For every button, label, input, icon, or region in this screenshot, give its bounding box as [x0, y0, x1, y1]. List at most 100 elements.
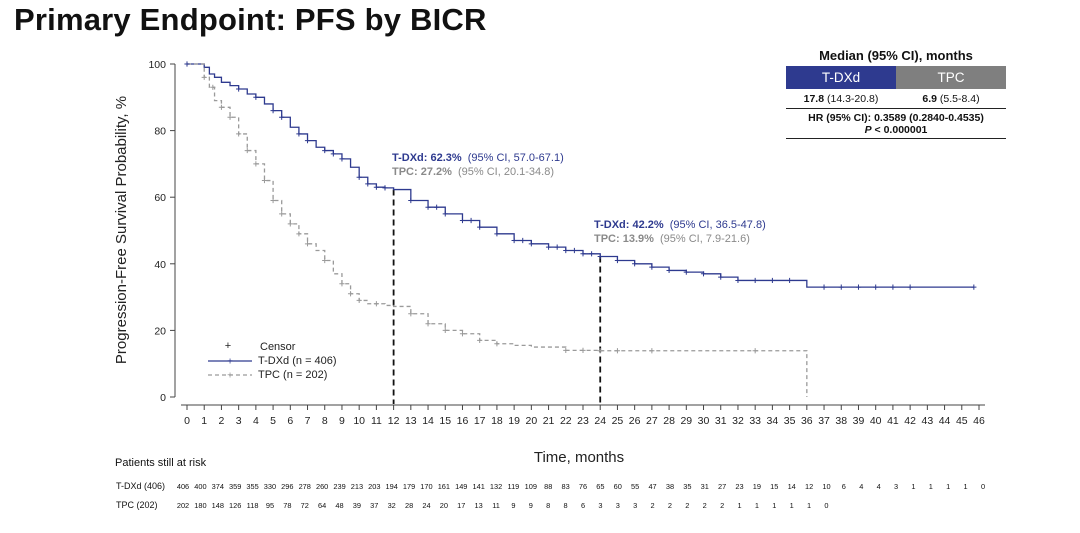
censor-mark-tpc [494, 341, 500, 347]
annotation-24m-tpc: TPC: 13.9% (95% CI, 7.9-21.6) [594, 233, 750, 245]
median-tpc-ci: (5.5-8.4) [939, 93, 980, 105]
censor-mark-tpc [296, 231, 302, 237]
x-tick-label: 42 [904, 415, 916, 427]
legend: + Censor + T-DXd (n = 406) + TPC (n = 20… [208, 340, 337, 382]
censor-mark-tdxd [236, 86, 242, 92]
censor-mark-tpc [408, 311, 414, 317]
hazard-ratio: HR (95% CI): 0.3589 (0.2840-0.4535) P < … [786, 109, 1006, 139]
x-tick-label: 44 [939, 415, 951, 427]
risk-cell: 4 [876, 482, 881, 491]
risk-cell: 24 [422, 501, 431, 510]
legend-tpc-censor-icon: + [227, 371, 233, 382]
annotation-24m-tdxd: T-DXd: 42.2% (95% CI, 36.5-47.8) [594, 219, 766, 231]
x-tick-label: 2 [219, 415, 225, 427]
risk-cell: 88 [544, 482, 553, 491]
risk-row-label: TPC (202) [116, 500, 158, 510]
risk-cell: 95 [265, 501, 275, 510]
risk-cell: 180 [194, 501, 207, 510]
risk-cell: 48 [335, 501, 344, 510]
arm-header-tpc: TPC [896, 66, 1006, 89]
risk-cell: 1 [772, 501, 777, 510]
risk-cell: 60 [613, 482, 622, 491]
risk-cell: 1 [754, 501, 759, 510]
legend-censor-label: Censor [260, 341, 296, 353]
risk-cell: 2 [702, 501, 707, 510]
median-table-arm-row: T-DXd TPC [786, 66, 1006, 89]
censor-mark-tdxd [382, 185, 388, 191]
risk-cell: 406 [176, 482, 190, 491]
x-tick-label: 29 [680, 415, 692, 427]
risk-cell: 1 [789, 501, 794, 510]
risk-cell: 9 [528, 501, 533, 510]
x-tick-label: 11 [371, 415, 382, 427]
x-tick-label: 14 [422, 415, 434, 427]
p-value: P < 0.000001 [786, 124, 1006, 136]
annotation-12m-tpc: TPC: 27.2% (95% CI, 20.1-34.8) [392, 166, 554, 178]
x-tick-label: 16 [457, 415, 469, 427]
x-tick-label: 4 [253, 415, 259, 427]
risk-cell: 11 [492, 501, 500, 510]
risk-cell: 1 [807, 501, 812, 510]
censor-mark-tdxd [907, 284, 913, 290]
censor-mark-tpc [322, 257, 328, 264]
y-tick-label: 40 [154, 259, 166, 271]
censor-mark-tdxd [769, 277, 775, 284]
risk-cell: 14 [787, 482, 796, 491]
risk-cell: 27 [718, 482, 727, 491]
censor-mark-tpc [373, 301, 379, 307]
risk-cell: 3 [615, 501, 620, 510]
censor-mark-tpc [227, 114, 233, 120]
censor-mark-tdxd [666, 267, 672, 274]
legend-censor-icon: + [225, 340, 231, 352]
censor-mark-tdxd [589, 251, 595, 257]
risk-cell: 296 [281, 482, 294, 491]
x-tick-label: 37 [818, 415, 830, 427]
risk-cell: 10 [822, 482, 831, 491]
x-tick-label: 19 [508, 415, 520, 427]
censor-mark-tdxd [253, 94, 259, 100]
risk-cell: 28 [404, 501, 414, 510]
censor-mark-tpc [442, 327, 448, 333]
risk-cell: 194 [385, 482, 398, 491]
censor-mark-tpc [304, 241, 311, 247]
censor-mark-tpc [253, 161, 259, 167]
x-tick-label: 1 [201, 415, 207, 427]
censor-mark-tdxd [632, 261, 638, 267]
censor-mark-tdxd [296, 131, 302, 137]
y-tick-label: 100 [148, 59, 166, 71]
risk-cell: 141 [472, 482, 485, 491]
risk-cell: 13 [474, 501, 483, 510]
legend-tdxd-censor-icon: + [227, 357, 233, 368]
hazard-ratio-text: HR (95% CI): 0.3589 (0.2840-0.4535) [808, 112, 984, 124]
censor-mark-tdxd [571, 247, 577, 254]
censor-mark-tpc [356, 297, 362, 304]
x-tick-label: 22 [560, 415, 572, 427]
x-tick-label: 34 [767, 415, 779, 427]
annotation-12m-tdxd-label: T-DXd: 62.3% [392, 152, 462, 164]
risk-cell: 6 [841, 482, 846, 491]
censor-mark-tdxd [890, 284, 896, 290]
censor-mark-tpc [261, 177, 268, 184]
median-table-title: Median (95% CI), months [819, 48, 973, 63]
x-tick-label: 32 [732, 415, 744, 427]
axes [170, 63, 985, 410]
risk-cell: 3 [598, 501, 603, 510]
risk-cell: 118 [246, 501, 259, 510]
median-tdxd: 17.8 (14.3-20.8) [786, 89, 896, 108]
p-value-text: < 0.000001 [874, 124, 928, 136]
y-axis-label: Progression-Free Survival Probability, % [113, 96, 130, 364]
x-tick-label: 33 [749, 415, 761, 427]
x-tick-label: 8 [322, 415, 328, 427]
x-axis-label: Time, months [534, 449, 624, 466]
risk-cell: 17 [457, 501, 466, 510]
risk-cell: 148 [211, 501, 224, 510]
risk-cell: 31 [700, 482, 709, 491]
censor-mark-tpc [563, 347, 569, 353]
risk-cell: 20 [439, 501, 448, 510]
x-tick-label: 25 [612, 415, 624, 427]
arm-header-tdxd: T-DXd [786, 66, 896, 89]
median-tpc-value: 6.9 [922, 93, 937, 105]
censor-mark-tdxd [477, 224, 483, 230]
